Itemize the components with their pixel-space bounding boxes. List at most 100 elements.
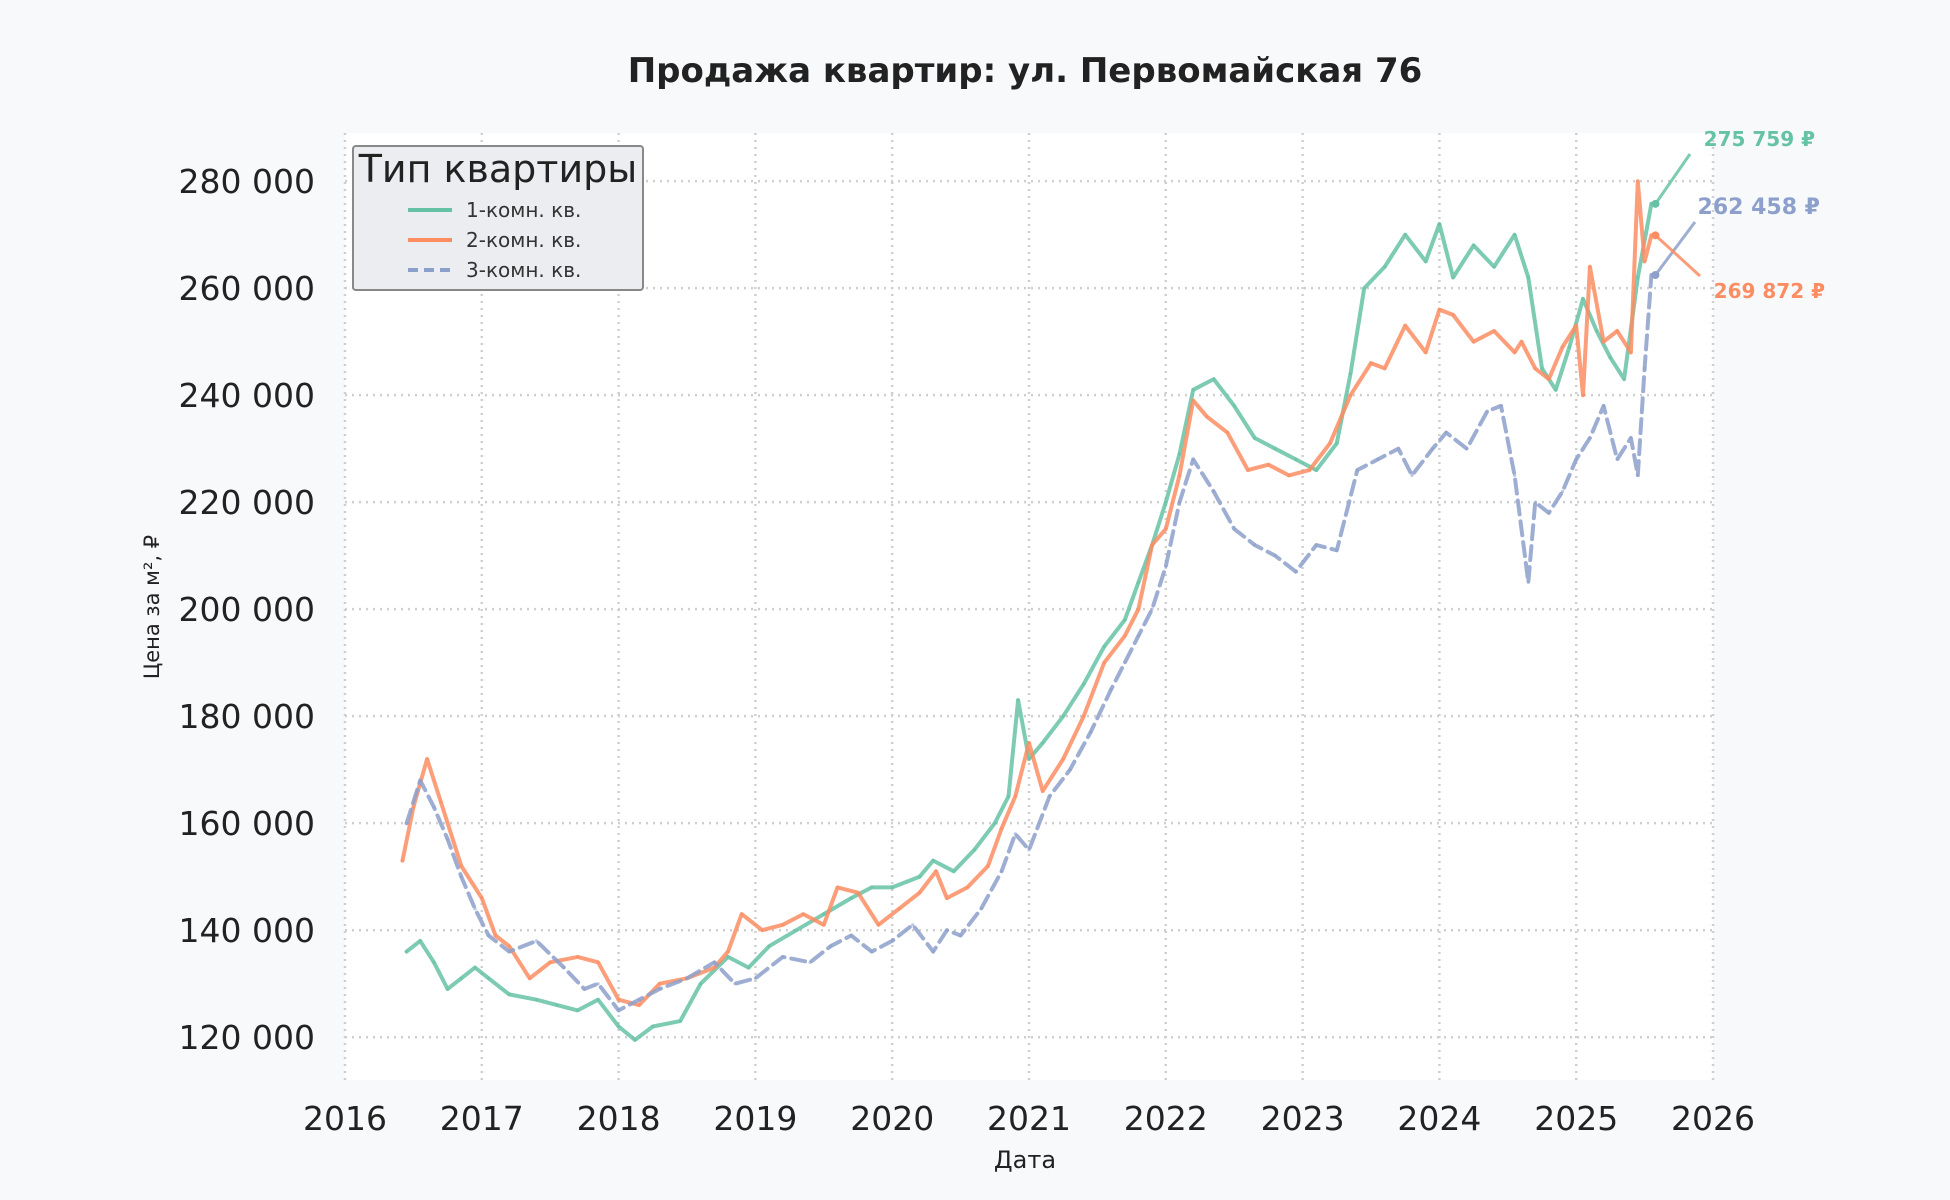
data-point <box>1560 345 1565 349</box>
data-point <box>952 869 956 873</box>
data-point <box>1191 457 1195 461</box>
data-point <box>617 1024 621 1029</box>
data-point <box>1472 340 1476 344</box>
data-point <box>405 950 409 954</box>
data-point <box>1465 447 1469 451</box>
data-point <box>986 864 990 868</box>
data-point <box>1225 431 1229 435</box>
data-point <box>712 960 717 964</box>
data-point <box>425 757 429 761</box>
data-point <box>473 966 477 970</box>
y-tick-label: 180 000 <box>179 697 315 736</box>
series-3 <box>404 273 1654 1013</box>
chart-title: Продажа квартир: ул. Первомайская 76 <box>628 51 1423 91</box>
data-point <box>582 987 587 991</box>
data-point <box>596 960 600 964</box>
data-point <box>959 933 963 938</box>
data-point <box>548 960 552 964</box>
data-point <box>1000 869 1004 873</box>
x-tick-label: 2021 <box>987 1099 1071 1138</box>
data-point <box>918 891 922 895</box>
data-point <box>1102 645 1106 649</box>
data-point <box>945 896 949 900</box>
data-point <box>1136 607 1140 611</box>
data-point <box>829 944 833 948</box>
data-point <box>849 896 853 900</box>
data-point <box>1061 757 1065 761</box>
series-layer <box>400 179 1654 1042</box>
data-point <box>446 987 450 991</box>
data-point <box>1027 848 1031 852</box>
data-point <box>753 976 758 980</box>
data-point <box>1047 794 1052 799</box>
data-point <box>685 976 689 980</box>
x-tick-label: 2024 <box>1397 1099 1481 1138</box>
data-point <box>945 928 949 932</box>
data-point <box>1006 794 1011 799</box>
data-point <box>459 875 463 879</box>
y-tick-label: 220 000 <box>179 483 315 522</box>
data-point <box>637 998 641 1002</box>
data-point <box>1348 393 1353 397</box>
x-tick-label: 2023 <box>1261 1099 1345 1138</box>
data-point <box>1287 473 1291 477</box>
legend-label: 1-комн. кв. <box>466 198 581 222</box>
data-point <box>1191 398 1195 403</box>
data-point <box>1526 275 1530 280</box>
series-line <box>404 201 1654 1042</box>
data-point <box>1082 714 1086 718</box>
data-point <box>849 933 853 938</box>
data-point <box>473 907 477 911</box>
data-point <box>487 976 491 980</box>
data-point <box>1424 259 1428 263</box>
data-point <box>1294 570 1298 574</box>
data-point <box>1410 473 1414 477</box>
data-point <box>1246 468 1250 472</box>
data-point <box>1547 511 1551 515</box>
data-point <box>890 939 894 943</box>
data-point <box>1328 441 1332 445</box>
x-tick-label: 2017 <box>440 1099 524 1138</box>
data-point <box>1089 730 1093 734</box>
data-point <box>1499 404 1503 408</box>
data-point <box>979 907 983 911</box>
data-point <box>1123 661 1127 665</box>
data-point <box>897 907 901 911</box>
data-point <box>1581 393 1585 397</box>
data-point <box>1061 714 1065 718</box>
data-point <box>1212 489 1216 494</box>
data-point <box>1629 350 1633 354</box>
data-point <box>1000 826 1004 831</box>
data-point <box>1574 324 1578 328</box>
x-tick-label: 2022 <box>1124 1099 1208 1138</box>
data-point <box>1431 447 1435 451</box>
data-point <box>405 821 409 825</box>
y-tick-label: 160 000 <box>179 804 315 843</box>
data-point <box>733 982 737 986</box>
data-point <box>1485 409 1489 413</box>
data-point <box>1362 286 1366 290</box>
data-point <box>1519 340 1524 344</box>
legend-label: 3-комн. кв. <box>466 258 581 282</box>
legend-label: 2-комн. кв. <box>466 228 581 252</box>
data-point <box>822 923 826 927</box>
data-point <box>993 821 997 825</box>
data-point <box>767 944 771 948</box>
data-point <box>890 885 894 890</box>
data-point <box>1492 329 1496 333</box>
data-point <box>1629 436 1633 440</box>
data-point <box>1472 243 1476 247</box>
data-point <box>1027 757 1031 761</box>
data-point <box>459 864 463 868</box>
data-point <box>1016 698 1020 702</box>
data-point <box>459 976 463 980</box>
data-point <box>911 923 915 927</box>
data-point <box>934 869 938 873</box>
data-point <box>432 960 436 964</box>
x-tick-label: 2025 <box>1534 1099 1618 1138</box>
data-point <box>808 960 812 964</box>
data-point <box>658 982 662 986</box>
data-point <box>876 923 881 927</box>
data-point <box>1041 789 1045 793</box>
data-point <box>658 987 662 991</box>
